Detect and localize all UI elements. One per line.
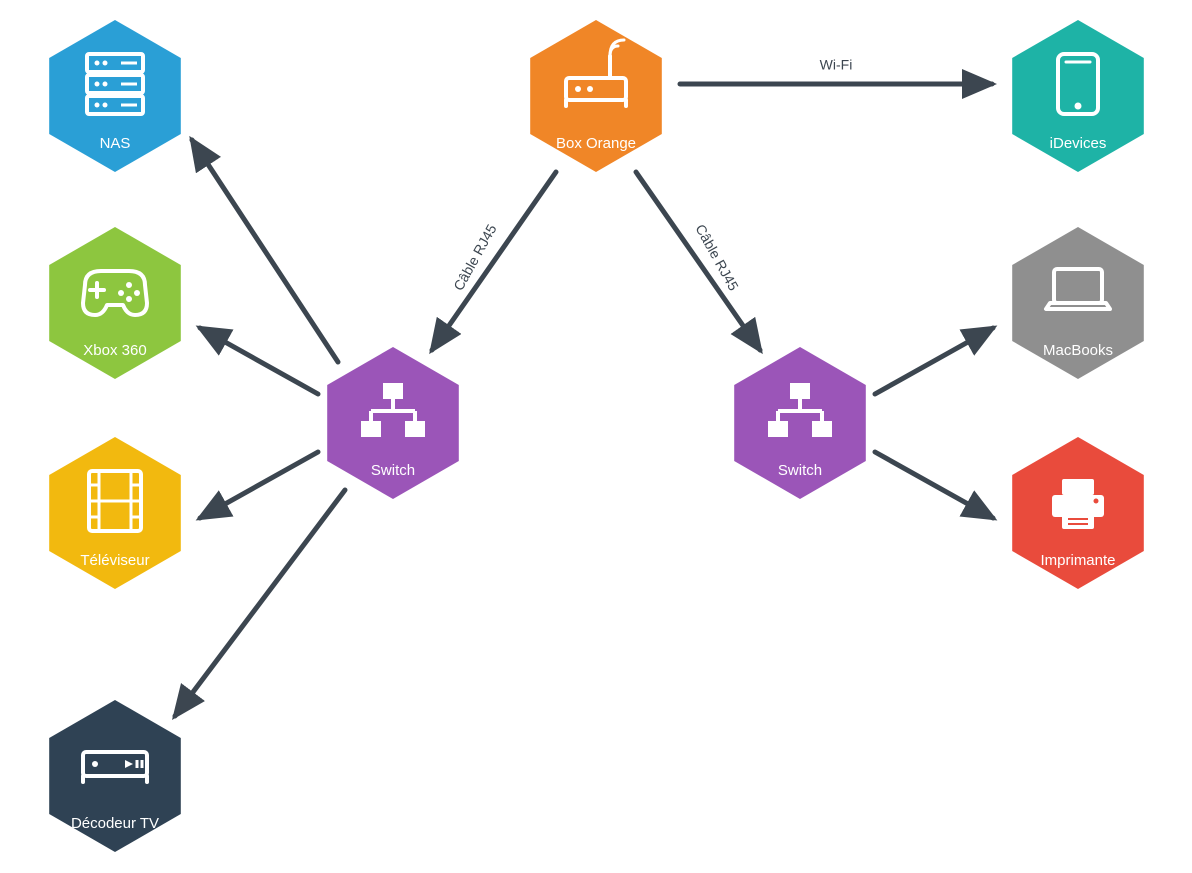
node-switch2: Switch xyxy=(734,347,866,499)
node-label-tv: Téléviseur xyxy=(80,552,149,569)
node-box: Box Orange xyxy=(530,20,662,172)
edge-box-to-switch2 xyxy=(636,172,760,350)
node-tv: Téléviseur xyxy=(49,437,181,589)
node-decoder: Décodeur TV xyxy=(49,700,181,852)
node-macbooks: MacBooks xyxy=(1012,227,1144,379)
node-label-xbox: Xbox 360 xyxy=(83,342,146,359)
node-label-printer: Imprimante xyxy=(1040,552,1115,569)
edge-label-box-to-switch1: Câble RJ45 xyxy=(450,221,500,293)
edge-switch1-to-decoder xyxy=(175,490,345,716)
node-label-nas: NAS xyxy=(100,135,131,152)
edge-label-box-to-idevices: Wi-Fi xyxy=(820,57,853,73)
node-label-switch1: Switch xyxy=(371,462,415,479)
network-diagram: Wi-Fi Câble RJ45 Câble RJ45 Box Orange iDev… xyxy=(0,0,1192,873)
node-nas: NAS xyxy=(49,20,181,172)
edge-switch2-to-printer xyxy=(875,452,993,518)
node-label-decoder: Décodeur TV xyxy=(71,815,159,832)
node-label-switch2: Switch xyxy=(778,462,822,479)
edge-switch1-to-tv xyxy=(200,452,318,518)
node-label-box: Box Orange xyxy=(556,135,636,152)
edge-switch1-to-nas xyxy=(192,140,338,362)
node-xbox: Xbox 360 xyxy=(49,227,181,379)
edge-switch2-to-macbooks xyxy=(875,328,993,394)
node-label-macbooks: MacBooks xyxy=(1043,342,1113,359)
edge-label-box-to-switch2: Câble RJ45 xyxy=(692,222,742,294)
edge-box-to-switch1 xyxy=(432,172,556,350)
node-printer: Imprimante xyxy=(1012,437,1144,589)
node-idevices: iDevices xyxy=(1012,20,1144,172)
nodes-layer: Box Orange iDevices Switch Switch NAS Xbox 36… xyxy=(49,20,1144,852)
node-label-idevices: iDevices xyxy=(1050,135,1107,152)
edge-switch1-to-xbox xyxy=(200,328,318,394)
node-switch1: Switch xyxy=(327,347,459,499)
